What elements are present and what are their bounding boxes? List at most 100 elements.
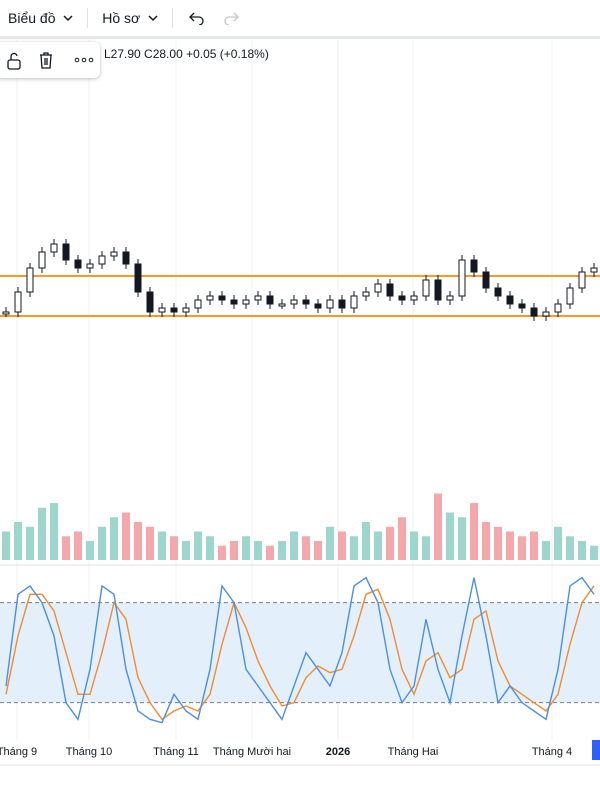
- volume-bar: [290, 531, 298, 560]
- candle-body: [374, 283, 382, 293]
- volume-bar: [62, 536, 70, 560]
- candle-body: [302, 299, 310, 305]
- stoch-band-fill: [0, 602, 600, 703]
- volume-bar: [26, 526, 34, 560]
- volume-bar: [470, 503, 478, 560]
- volume-bar: [110, 517, 118, 560]
- volume-bar: [74, 531, 82, 560]
- volume-bar: [422, 536, 430, 560]
- x-axis-label: Tháng 9: [0, 746, 37, 758]
- volume-bar: [338, 531, 346, 560]
- close-value: C28.00: [144, 47, 183, 61]
- candle-body: [182, 307, 190, 313]
- candle-body: [38, 251, 46, 269]
- volume-bar: [206, 536, 214, 560]
- x-axis-label: Tháng 10: [66, 746, 112, 758]
- ohlc-legend: L27.90 C28.00 +0.05 (+0.18%): [104, 47, 269, 61]
- separator: [87, 8, 89, 28]
- volume-bar: [446, 512, 454, 560]
- candle-body: [194, 299, 202, 309]
- candle-body: [494, 287, 502, 297]
- volume-bar: [542, 541, 550, 560]
- candle-body: [122, 251, 130, 265]
- volume-bar: [122, 512, 130, 560]
- volume-bar: [170, 536, 178, 560]
- candle-body: [434, 279, 442, 301]
- volume-bar: [278, 541, 286, 560]
- volume-bar: [458, 517, 466, 560]
- candle-body: [554, 303, 562, 313]
- volume-bar: [506, 531, 514, 560]
- volume-bar: [590, 545, 598, 560]
- volume-bar: [2, 531, 10, 560]
- candle-body: [338, 299, 346, 309]
- x-axis-label: Tháng 4: [532, 746, 572, 758]
- candle-body: [530, 307, 538, 317]
- candle-body: [134, 263, 142, 293]
- candle-body: [254, 295, 262, 301]
- axis-marker: [592, 740, 600, 760]
- candle-body: [218, 295, 226, 301]
- volume-bar: [86, 541, 94, 560]
- volume-bar: [530, 531, 538, 560]
- redo-button[interactable]: [223, 11, 239, 25]
- candle-body: [290, 299, 298, 305]
- volume-bar: [218, 545, 226, 560]
- candle-body: [578, 271, 586, 289]
- low-value: L27.90: [104, 47, 141, 61]
- volume-bar: [362, 522, 370, 560]
- candle-body: [590, 267, 598, 273]
- candle-body: [350, 295, 358, 309]
- volume-bar: [386, 526, 394, 560]
- candle-body: [110, 251, 118, 257]
- volume-bar: [554, 526, 562, 560]
- profile-menu[interactable]: Hồ sơ: [94, 10, 166, 26]
- volume-bar: [194, 531, 202, 560]
- volume-bar: [134, 522, 142, 560]
- candle-body: [74, 259, 82, 269]
- volume-bar: [158, 531, 166, 560]
- volume-bar: [518, 536, 526, 560]
- volume-bar: [374, 531, 382, 560]
- volume-bar: [578, 541, 586, 560]
- profile-menu-label: Hồ sơ: [102, 10, 141, 26]
- volume-bar: [230, 541, 238, 560]
- candle-body: [170, 307, 178, 313]
- volume-bar: [326, 526, 334, 560]
- candle-body: [326, 299, 334, 309]
- x-axis-label: 2026: [326, 746, 350, 758]
- volume-bar: [50, 503, 58, 560]
- candle-body: [266, 295, 274, 305]
- candle-body: [470, 259, 478, 273]
- candle-body: [242, 299, 250, 305]
- unlock-button[interactable]: [6, 52, 22, 70]
- x-axis-label: Tháng Hai: [388, 746, 439, 758]
- change-value: +0.05 (+0.18%): [186, 47, 269, 61]
- volume-bar: [302, 536, 310, 560]
- candle-body: [146, 291, 154, 313]
- candle-body: [14, 291, 22, 313]
- chart-menu[interactable]: Biểu đồ: [0, 10, 81, 26]
- candle-body: [50, 243, 58, 253]
- delete-button[interactable]: [38, 51, 54, 69]
- volume-bar: [314, 541, 322, 560]
- volume-bar: [350, 536, 358, 560]
- volume-bar: [494, 526, 502, 560]
- candle-body: [422, 279, 430, 297]
- stoch-d-line: [5, 585, 595, 721]
- volume-bar: [182, 541, 190, 560]
- candle-body: [98, 255, 106, 265]
- candle-body: [158, 307, 166, 313]
- candle-body: [410, 295, 418, 301]
- volume-bar: [398, 517, 406, 560]
- candle-body: [482, 271, 490, 289]
- more-button[interactable]: [74, 56, 94, 64]
- candle-body: [206, 295, 214, 301]
- drawing-toolbar: [0, 42, 100, 78]
- undo-button[interactable]: [189, 11, 205, 25]
- candle-body: [230, 299, 238, 305]
- toolbar: Biểu đồ Hồ sơ: [0, 0, 600, 39]
- volume-bar: [146, 526, 154, 560]
